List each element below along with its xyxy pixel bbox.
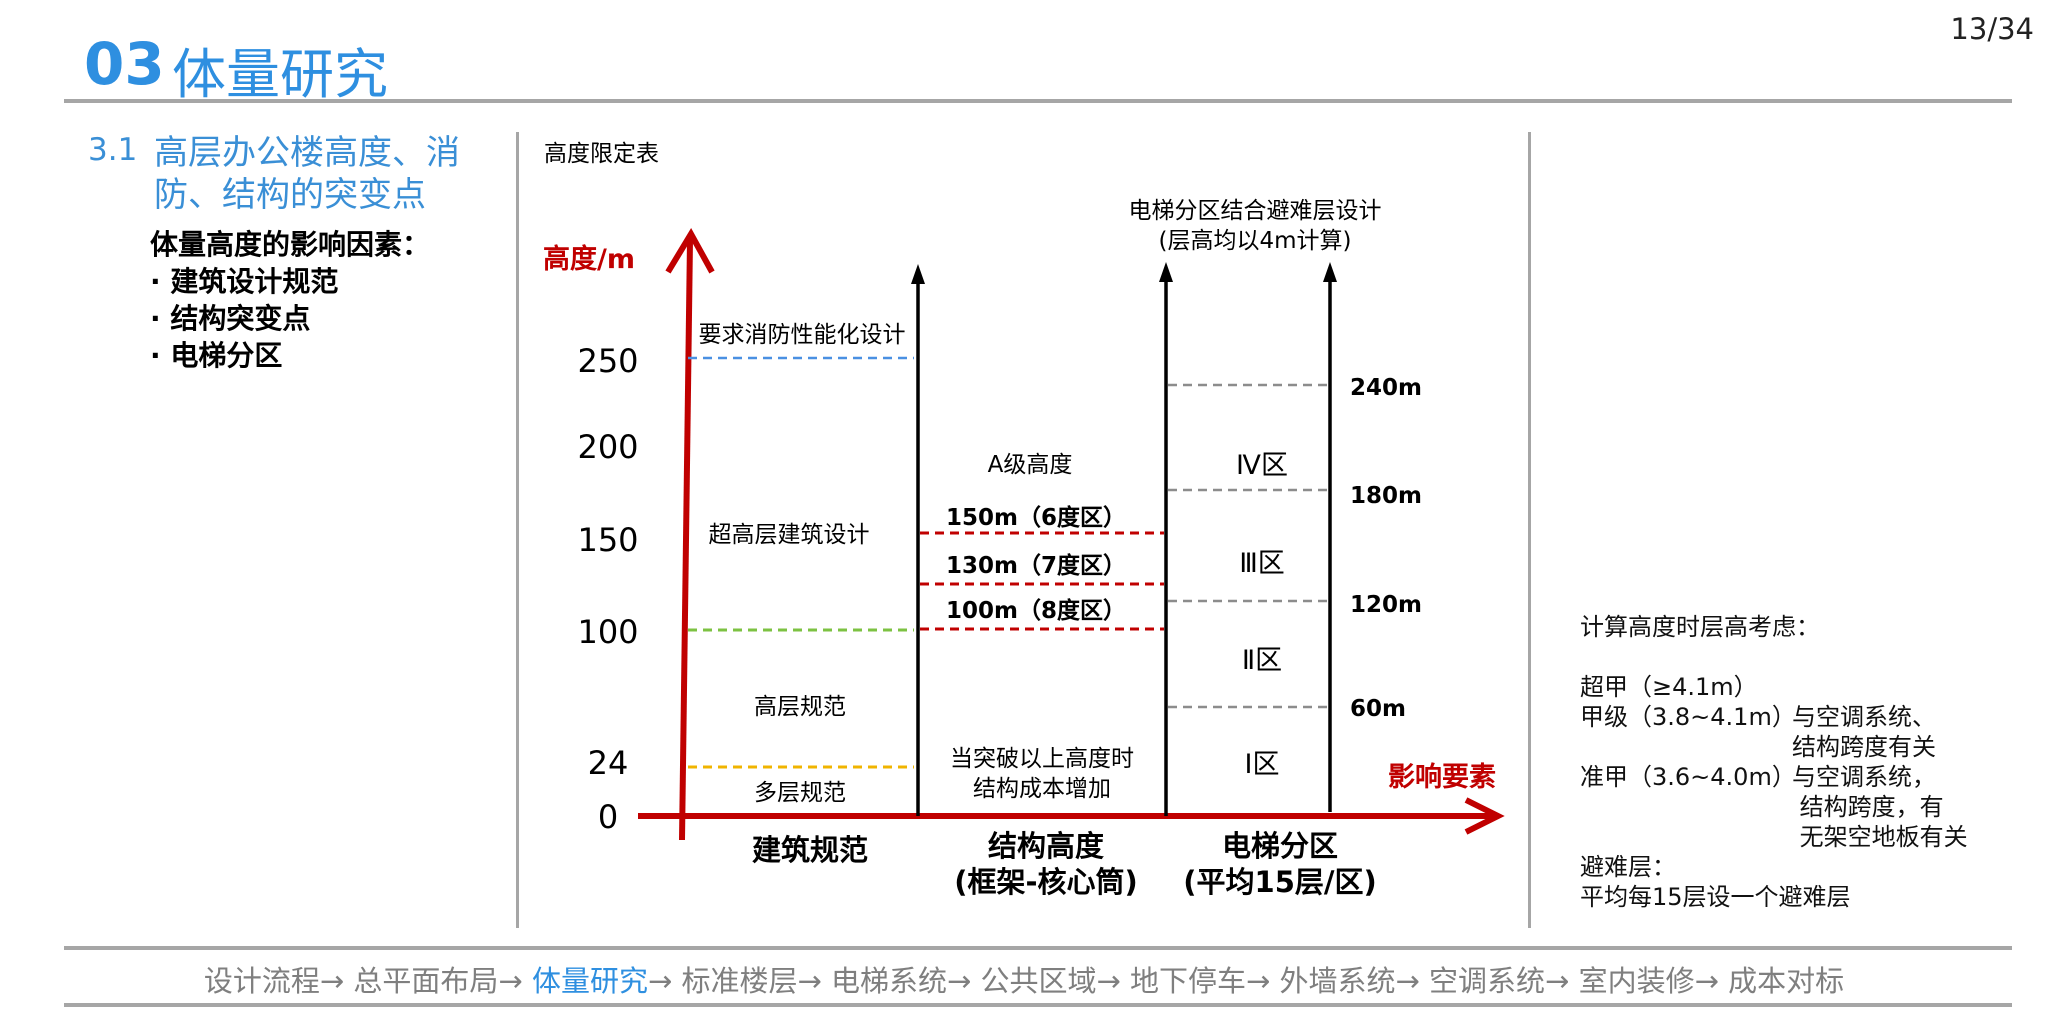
zone-label: Ⅱ区 <box>1242 645 1282 676</box>
column-divider-left <box>516 132 519 928</box>
code-axis-arrowhead <box>911 264 925 284</box>
category-structure-sub: (框架-核心筒) <box>954 865 1138 899</box>
structure-limit-6: 150m（6度区） <box>946 504 1126 531</box>
category-structure: 结构高度 <box>988 829 1104 863</box>
structure-label-grade-a: A级高度 <box>988 452 1073 478</box>
structure-limit-7: 130m（7度区） <box>946 552 1126 579</box>
nav-steps-after: → 标准楼层→ 电梯系统→ 公共区域→ 地下停车→ 外墙系统→ 空调系统→ 室内… <box>647 964 1845 998</box>
x-axis-label: 影响要素 <box>1388 761 1496 793</box>
factor-item: · 结构突变点 <box>150 302 311 335</box>
zone-label: Ⅰ区 <box>1245 749 1280 780</box>
page-title: 体量研究 <box>172 43 388 106</box>
factor-item: · 建筑设计规范 <box>150 265 339 298</box>
note-near-a-label: 准甲（3.6~4.0m） <box>1580 763 1796 791</box>
nav-steps-before: 设计流程→ 总平面布局→ <box>203 964 532 998</box>
structure-cost-note: 当突破以上高度时 <box>950 746 1134 772</box>
column-divider-right <box>1528 132 1531 928</box>
factor-item: · 电梯分区 <box>150 339 283 372</box>
note-grade-a-label: 甲级（3.8~4.1m） <box>1580 703 1796 731</box>
title-divider <box>64 99 2012 103</box>
note-refuge-text: 平均每15层设一个避难层 <box>1580 883 1851 911</box>
note-near-a-text: 无架空地板有关 <box>1792 823 1968 851</box>
y-tick-label: 0 <box>598 798 618 836</box>
factors-list: 体量高度的影响因素： · 建筑设计规范 · 结构突变点 · 电梯分区 <box>150 226 430 374</box>
category-elevator: 电梯分区 <box>1222 829 1338 863</box>
zone-height-label: 120m <box>1350 592 1422 618</box>
note-super-a: 超甲（≥4.1m） <box>1580 673 1758 701</box>
note-near-a-text: 结构跨度，有 <box>1792 793 1944 821</box>
code-label-multi-story: 多层规范 <box>754 780 846 806</box>
note-refuge-heading: 避难层： <box>1580 853 1676 881</box>
code-label-high-rise: 高层规范 <box>754 694 846 720</box>
y-axis-arrowhead <box>665 228 715 274</box>
category-elevator-sub: (平均15层/区) <box>1183 865 1376 899</box>
y-axis-label: 高度/m <box>543 243 635 275</box>
section-number: 03 <box>84 30 165 98</box>
structure-cost-note: 结构成本增加 <box>973 776 1111 802</box>
category-building-code: 建筑规范 <box>752 833 868 867</box>
zone-height-label: 240m <box>1350 375 1422 401</box>
zone-label: Ⅲ区 <box>1239 548 1285 579</box>
note-grade-a-text: 结构跨度有关 <box>1792 733 1936 761</box>
elevator-subheading: (层高均以4m计算) <box>1159 228 1352 254</box>
code-label-super-high: 超高层建筑设计 <box>709 522 870 548</box>
floor-height-notes: 计算高度时层高考虑： 超甲（≥4.1m） 甲级（3.8~4.1m） 与空调系统、… <box>1580 612 1968 912</box>
y-tick-label: 250 <box>577 342 638 380</box>
structure-axis-arrowhead <box>1159 262 1173 282</box>
y-axis <box>679 239 693 841</box>
elevator-heading: 电梯分区结合避难层设计 <box>1129 198 1382 224</box>
zone-height-label: 60m <box>1350 696 1406 722</box>
zone-label: Ⅳ区 <box>1236 450 1288 481</box>
factors-heading: 体量高度的影响因素： <box>150 228 431 261</box>
notes-heading: 计算高度时层高考虑： <box>1580 613 1820 641</box>
nav-step-current: 体量研究 <box>531 964 648 998</box>
elevator-axis-arrowhead <box>1323 262 1337 282</box>
zone-height-label: 180m <box>1350 483 1422 509</box>
nav-divider-top <box>64 946 2012 950</box>
y-tick-label: 200 <box>577 428 638 466</box>
note-grade-a-text: 与空调系统、 <box>1792 703 1936 731</box>
y-tick-label: 150 <box>577 521 638 559</box>
table-title: 高度限定表 <box>544 141 659 167</box>
y-tick-label: 100 <box>577 613 638 651</box>
code-label-performance: 要求消防性能化设计 <box>699 322 906 348</box>
y-tick-label: 24 <box>588 744 629 782</box>
structure-limit-8: 100m（8度区） <box>946 597 1126 624</box>
process-nav: 设计流程→ 总平面布局→ 体量研究→ 标准楼层→ 电梯系统→ 公共区域→ 地下停… <box>0 958 2048 1000</box>
subsection-number: 3.1 <box>88 132 138 168</box>
note-near-a-text: 与空调系统， <box>1792 763 1936 791</box>
page-number: 13/34 <box>1950 12 2034 46</box>
nav-divider-bottom <box>64 1003 2012 1007</box>
x-axis-arrowhead <box>1464 797 1505 835</box>
subsection-title: 高层办公楼高度、消防、结构的突变点 <box>154 133 460 215</box>
